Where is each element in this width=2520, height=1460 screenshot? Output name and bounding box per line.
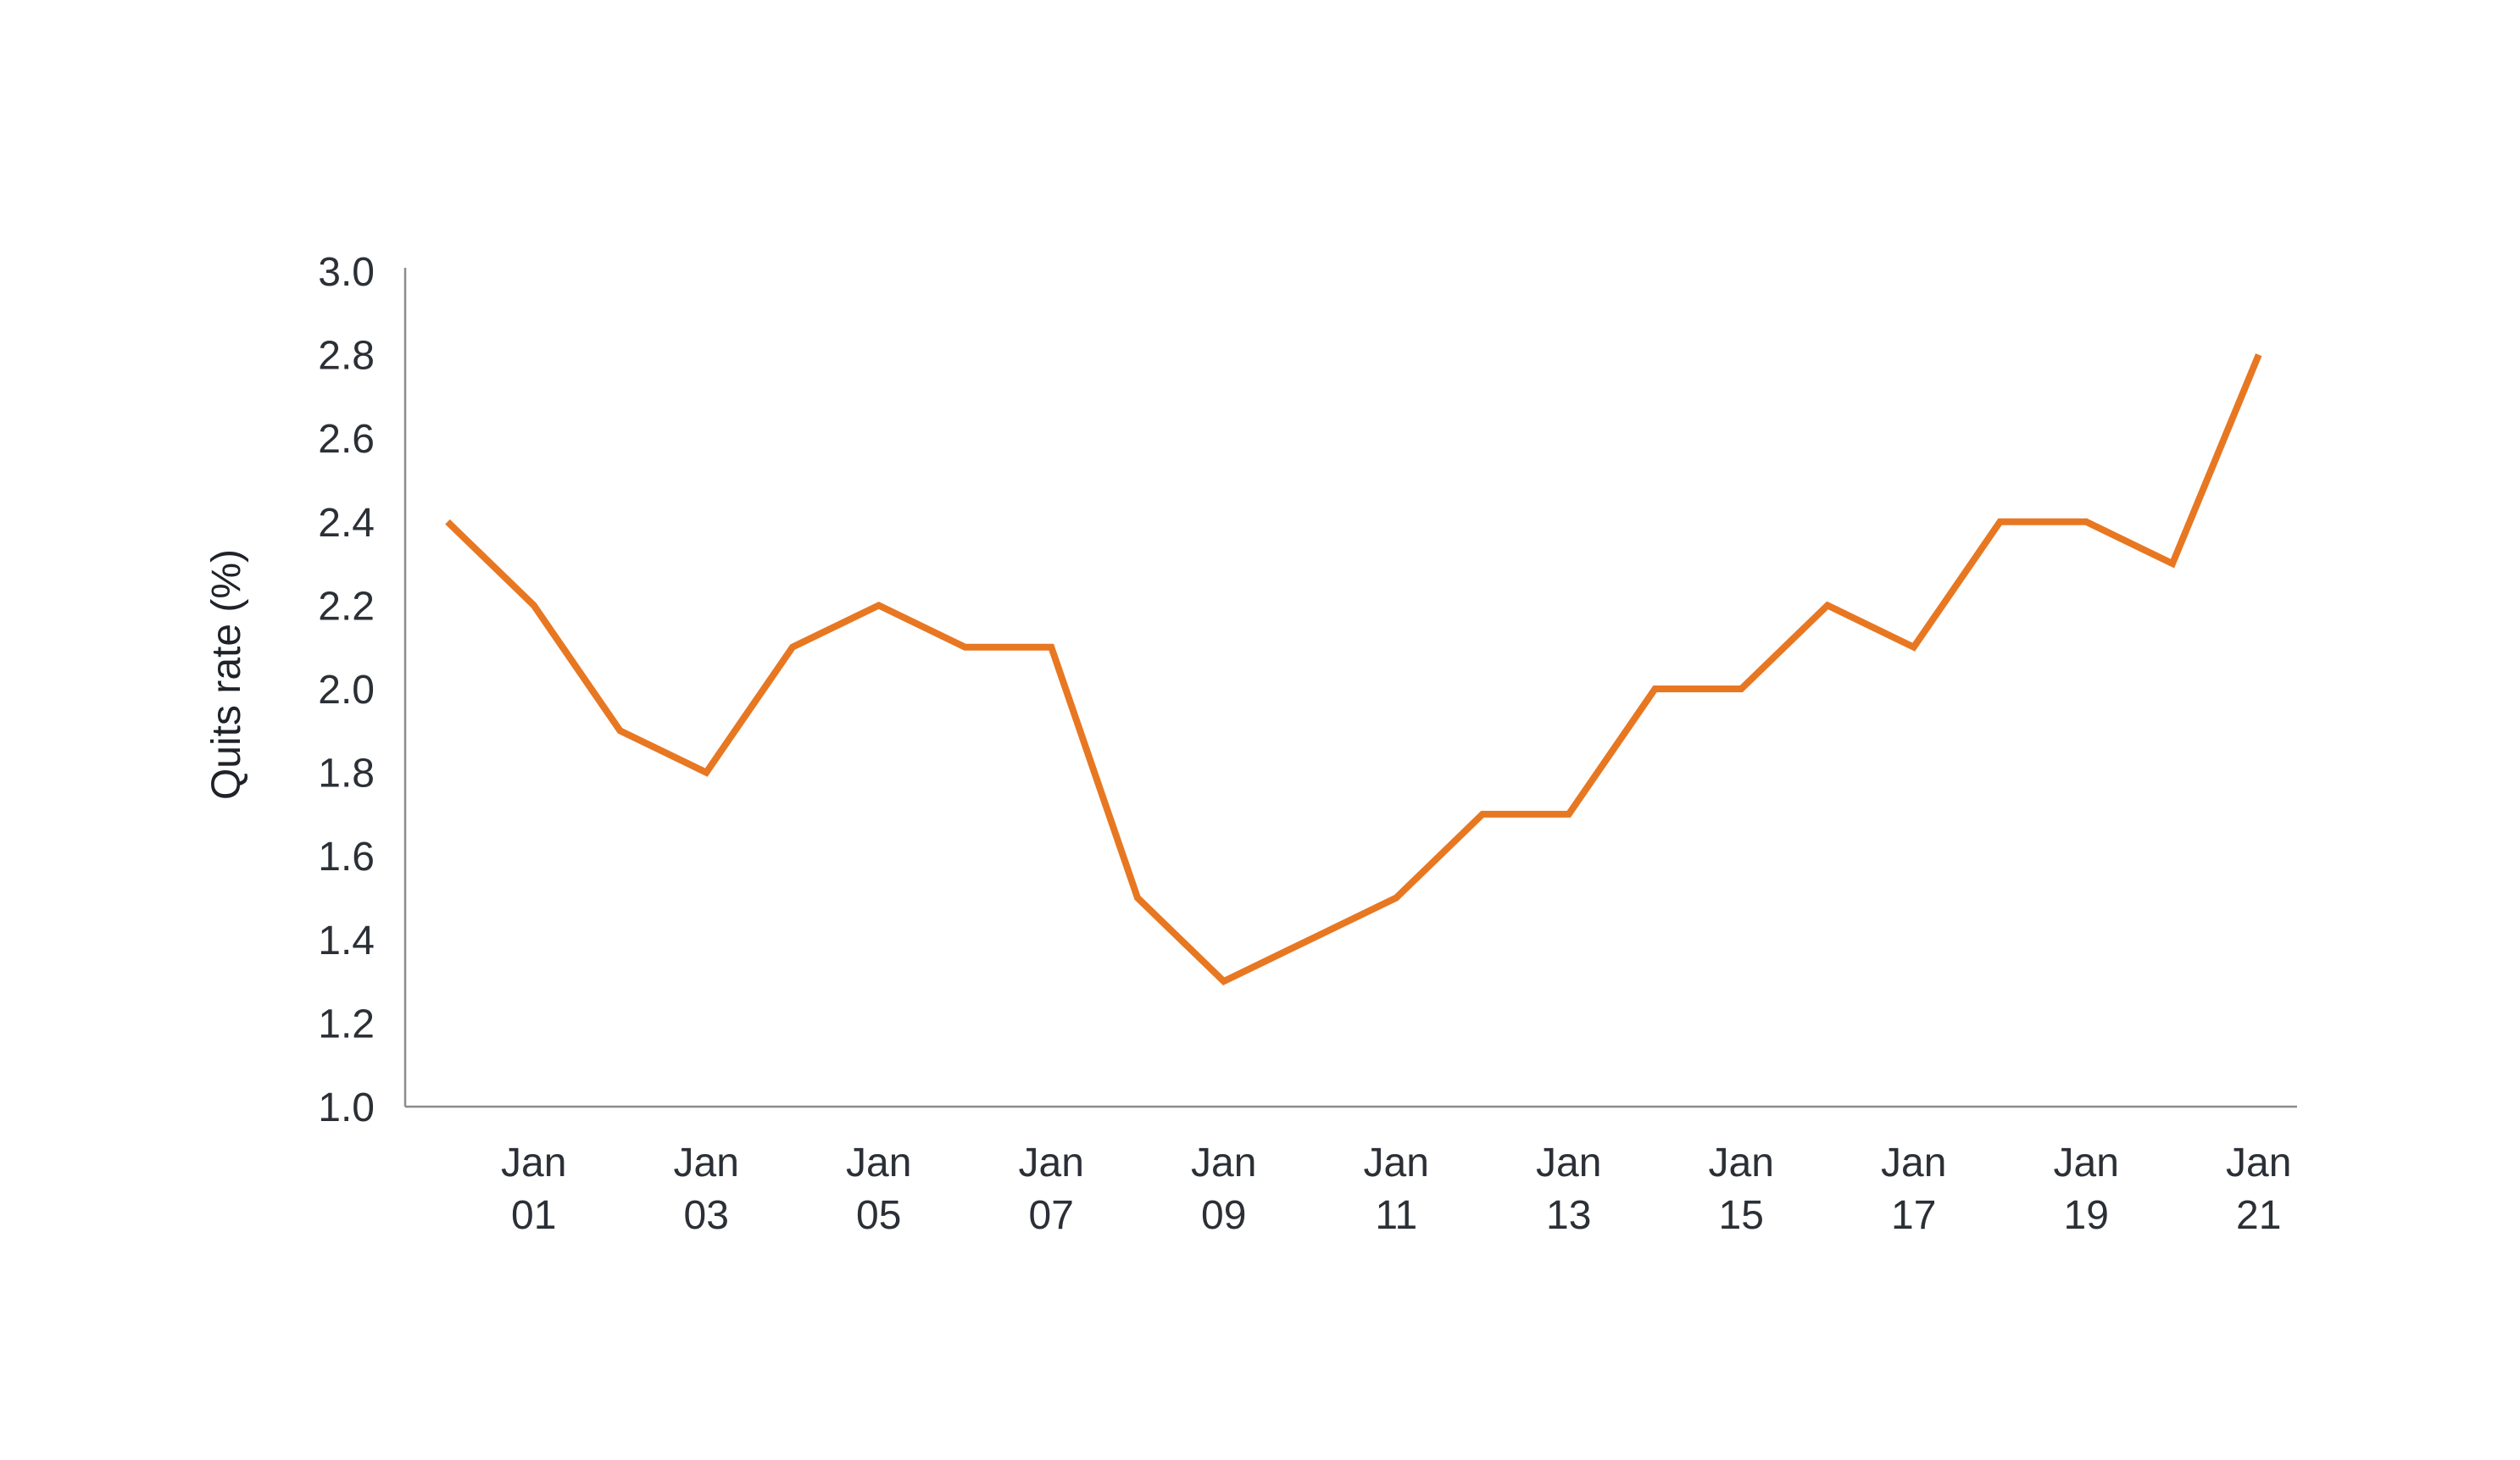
y-tick-label: 3.0 xyxy=(318,250,375,295)
x-tick-month: Jan xyxy=(1364,1141,1429,1185)
x-tick-year: 01 xyxy=(511,1193,556,1238)
x-tick-month: Jan xyxy=(1019,1141,1084,1185)
y-tick-label: 2.6 xyxy=(318,417,375,462)
x-tick-month: Jan xyxy=(1881,1141,1946,1185)
y-axis: 1.0 1.2 1.4 1.6 1.8 2.0 2.2 2.4 2.6 2.8 3.0 xyxy=(318,250,407,1130)
y-tick-label: 1.6 xyxy=(318,835,375,880)
series-line xyxy=(445,353,2262,985)
x-tick-month: Jan xyxy=(674,1141,739,1185)
x-tick-year: 05 xyxy=(856,1193,901,1238)
x-tick-year: 15 xyxy=(1719,1193,1764,1238)
x-tick-month: Jan xyxy=(846,1141,911,1185)
x-tick-month: Jan xyxy=(2054,1141,2119,1185)
x-tick-year: 19 xyxy=(2064,1193,2109,1238)
x-tick-year: 11 xyxy=(1375,1193,1417,1238)
y-tick-label: 1.4 xyxy=(318,919,375,963)
x-tick-label: Jan 03 xyxy=(674,1141,739,1238)
x-tick-label: Jan 09 xyxy=(1191,1141,1256,1238)
y-tick-label: 2.8 xyxy=(318,334,375,379)
x-tick-label: Jan 11 xyxy=(1364,1141,1429,1238)
x-axis: Jan 01 Jan 03 Jan 05 Jan 07 Jan 09 Jan 11 Jan 13 Jan 15… xyxy=(405,1105,2297,1238)
y-axis-title: Quits rate (%) xyxy=(204,549,249,800)
x-tick-year: 17 xyxy=(1891,1193,1936,1238)
y-tick-label: 2.2 xyxy=(318,584,375,629)
x-tick-year: 21 xyxy=(2236,1193,2281,1238)
x-tick-year: 03 xyxy=(684,1193,729,1238)
y-tick-label: 2.0 xyxy=(318,668,375,713)
x-tick-label: Jan 05 xyxy=(846,1141,911,1238)
x-tick-label: Jan 01 xyxy=(501,1141,566,1238)
x-tick-month: Jan xyxy=(501,1141,566,1185)
x-tick-year: 07 xyxy=(1029,1193,1074,1238)
x-tick-month: Jan xyxy=(2226,1141,2291,1185)
x-tick-label: Jan 21 xyxy=(2226,1141,2291,1238)
x-tick-month: Jan xyxy=(1536,1141,1601,1185)
series-group xyxy=(445,353,2262,985)
x-tick-label: Jan 19 xyxy=(2054,1141,2119,1238)
x-tick-month: Jan xyxy=(1191,1141,1256,1185)
y-tick-label: 1.2 xyxy=(318,1002,375,1046)
y-tick-label: 1.8 xyxy=(318,752,375,797)
y-tick-label: 2.4 xyxy=(318,501,375,546)
x-tick-year: 13 xyxy=(1546,1193,1591,1238)
x-tick-label: Jan 15 xyxy=(1709,1141,1774,1238)
x-tick-year: 09 xyxy=(1201,1193,1246,1238)
x-tick-label: Jan 07 xyxy=(1019,1141,1084,1238)
y-tick-label: 1.0 xyxy=(318,1085,375,1130)
x-tick-month: Jan xyxy=(1709,1141,1774,1185)
x-tick-label: Jan 13 xyxy=(1536,1141,1601,1238)
x-tick-label: Jan 17 xyxy=(1881,1141,1946,1238)
